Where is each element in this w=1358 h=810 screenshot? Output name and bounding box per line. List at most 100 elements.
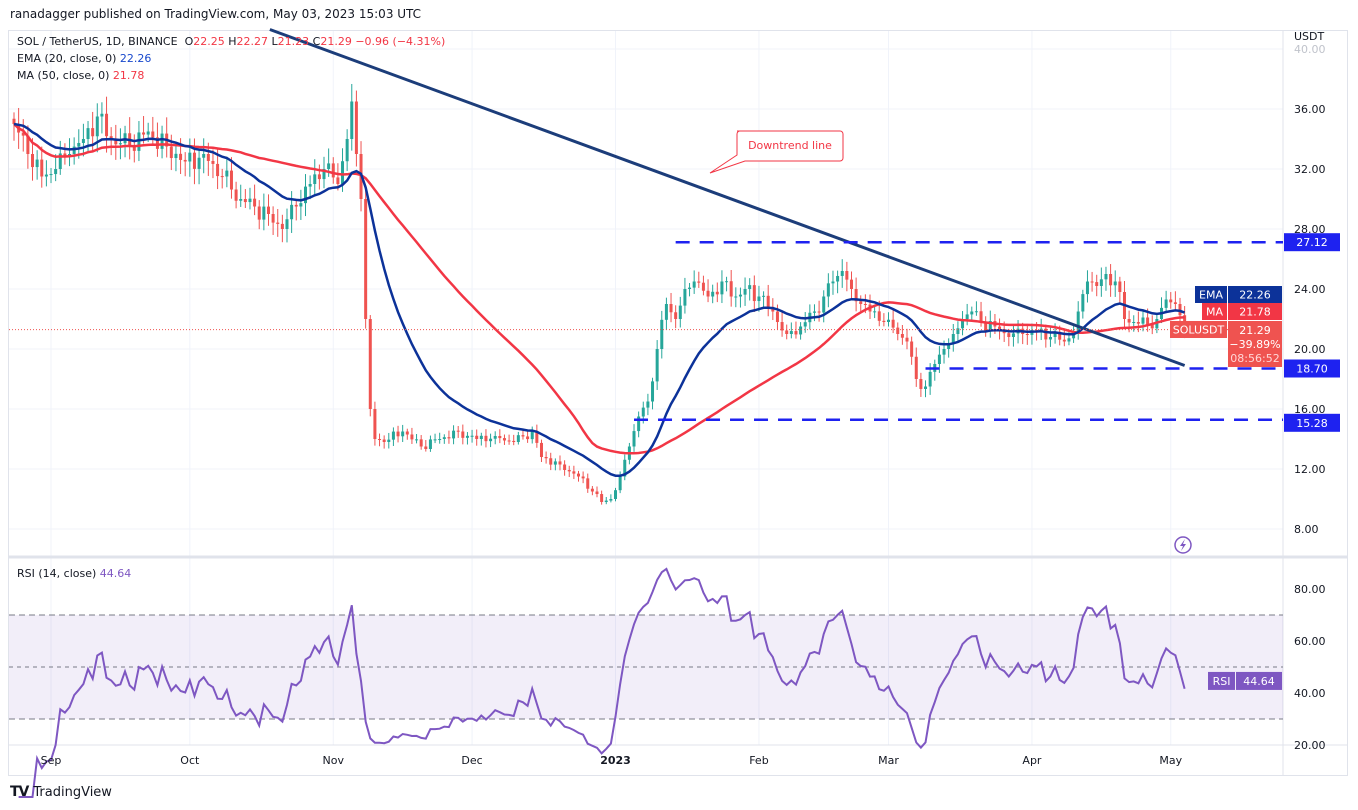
candle[interactable] (558, 455, 562, 471)
candle[interactable] (1048, 327, 1052, 347)
candle[interactable] (280, 214, 284, 243)
candle[interactable] (1113, 270, 1117, 297)
candle[interactable] (831, 270, 835, 295)
candle[interactable] (655, 340, 659, 390)
candle[interactable] (646, 393, 650, 416)
candle[interactable] (752, 275, 756, 313)
candle[interactable] (961, 311, 965, 336)
candle[interactable] (183, 152, 187, 177)
candle[interactable] (692, 270, 696, 294)
candle[interactable] (493, 431, 497, 445)
symbol-name[interactable]: SOL / TetherUS, 1D, BINANCE (17, 35, 178, 48)
candle[interactable] (729, 269, 733, 307)
candle[interactable] (553, 458, 557, 471)
candle[interactable] (100, 102, 104, 134)
candle[interactable] (405, 428, 409, 440)
candle[interactable] (1132, 315, 1136, 332)
candle[interactable] (910, 336, 914, 365)
candle[interactable] (530, 426, 534, 444)
candle[interactable] (128, 117, 132, 160)
candle[interactable] (919, 372, 923, 397)
candle[interactable] (290, 191, 294, 233)
candle[interactable] (438, 432, 442, 444)
lightning-icon[interactable] (1174, 536, 1192, 554)
candle[interactable] (382, 435, 386, 449)
candle[interactable] (651, 377, 655, 410)
candle[interactable] (447, 430, 451, 444)
candle[interactable] (188, 138, 192, 177)
candle[interactable] (516, 431, 520, 445)
candle[interactable] (738, 287, 742, 308)
candle[interactable] (387, 432, 391, 449)
candle[interactable] (900, 324, 904, 345)
candle[interactable] (419, 435, 423, 450)
candle[interactable] (498, 429, 502, 444)
candle[interactable] (849, 271, 853, 300)
candle[interactable] (331, 157, 335, 184)
candle[interactable] (72, 137, 76, 165)
candle[interactable] (715, 282, 719, 303)
candle[interactable] (484, 429, 488, 448)
candle[interactable] (1127, 310, 1131, 333)
candle[interactable] (225, 156, 229, 188)
candle[interactable] (785, 324, 789, 340)
candle[interactable] (933, 359, 937, 381)
candle[interactable] (734, 287, 738, 308)
candle[interactable] (105, 96, 109, 153)
candle[interactable] (826, 273, 830, 308)
candle[interactable] (711, 284, 715, 304)
candle[interactable] (1141, 311, 1145, 332)
downtrend-line[interactable] (269, 28, 1186, 367)
candle[interactable] (433, 433, 437, 444)
candle[interactable] (424, 440, 428, 452)
candle[interactable] (743, 277, 747, 306)
candle[interactable] (664, 297, 668, 330)
candle[interactable] (637, 411, 641, 438)
candle[interactable] (234, 181, 238, 209)
candle[interactable] (604, 497, 608, 505)
candle[interactable] (262, 193, 266, 231)
candle[interactable] (780, 311, 784, 337)
candle[interactable] (720, 270, 724, 304)
candle[interactable] (882, 313, 886, 327)
candle[interactable] (63, 143, 67, 165)
candle[interactable] (1085, 270, 1089, 303)
tradingview-logo[interactable]: 𝗧𝗩 TradingView (10, 784, 112, 800)
candle[interactable] (762, 291, 766, 307)
candle[interactable] (600, 490, 604, 505)
downtrend-callout[interactable]: Downtrend line (709, 130, 844, 174)
candle[interactable] (31, 138, 35, 181)
candle[interactable] (539, 439, 543, 463)
candle[interactable] (1104, 266, 1108, 291)
candle[interactable] (202, 138, 206, 174)
ema-20-line[interactable] (13, 122, 1186, 478)
candle[interactable] (350, 83, 354, 151)
candle[interactable] (456, 426, 460, 438)
candle[interactable] (998, 318, 1002, 340)
candle[interactable] (984, 316, 988, 337)
candle[interactable] (1118, 276, 1122, 304)
candle[interactable] (345, 129, 349, 171)
candle[interactable] (512, 434, 516, 446)
candle[interactable] (35, 150, 39, 180)
candle[interactable] (873, 306, 877, 319)
candle[interactable] (1011, 324, 1015, 347)
candle[interactable] (905, 328, 909, 350)
candle[interactable] (572, 465, 576, 480)
candle[interactable] (313, 159, 317, 196)
candle[interactable] (1044, 324, 1048, 348)
candle[interactable] (586, 473, 590, 493)
candle[interactable] (812, 304, 816, 322)
candle[interactable] (951, 323, 955, 352)
candle[interactable] (304, 174, 308, 217)
candle[interactable] (803, 312, 807, 333)
candle[interactable] (368, 315, 372, 417)
candle[interactable] (68, 138, 72, 167)
candle[interactable] (401, 424, 405, 442)
candle[interactable] (1090, 271, 1094, 292)
candle[interactable] (49, 167, 53, 184)
candle[interactable] (766, 284, 770, 317)
candle[interactable] (266, 194, 270, 226)
candle[interactable] (1099, 267, 1103, 297)
candle[interactable] (614, 487, 618, 502)
